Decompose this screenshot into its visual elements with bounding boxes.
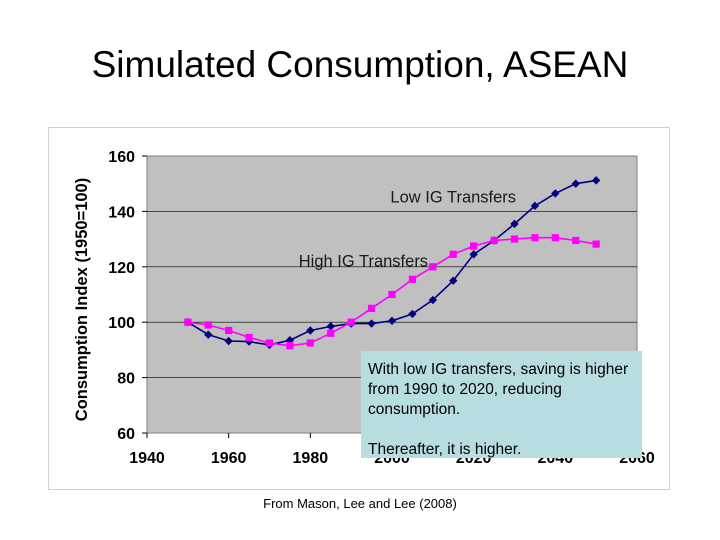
annotation-box: With low IG transfers, saving is higher … (361, 351, 642, 458)
series-1-point-2010 (428, 295, 438, 305)
series-2-point-1965 (245, 333, 253, 342)
series-2-point-2025 (490, 236, 498, 245)
series-2-point-1950 (184, 318, 192, 326)
series-2-point-2045 (572, 236, 580, 245)
series-1-point-2000 (387, 316, 397, 326)
series-1-point-1985 (326, 322, 335, 331)
y-tick-label-160: 160 (108, 149, 135, 166)
series-1-point-2050 (591, 176, 601, 185)
series-1-point-2030 (510, 219, 519, 229)
series-2-point-2020 (470, 242, 478, 250)
x-tick-label-1980: 1980 (293, 450, 329, 467)
series-2-point-2010 (429, 263, 437, 271)
y-tick-label-140: 140 (108, 204, 135, 221)
annotation-line-2: Thereafter, it is higher. (368, 441, 522, 458)
series-1-point-1980 (306, 326, 315, 335)
x-tick-label-1960: 1960 (211, 450, 247, 467)
series-2-point-2015 (449, 250, 457, 258)
annotation-line-1: With low IG transfers, saving is higher … (368, 361, 629, 418)
series-2-point-1980 (306, 339, 314, 347)
series-label-1: Low IG Transfers (390, 189, 516, 207)
series-2-point-1975 (286, 342, 294, 350)
y-tick-label-120: 120 (108, 260, 135, 277)
series-1-point-1960 (224, 336, 233, 346)
series-2-point-2035 (531, 234, 539, 242)
series-1-point-1995 (367, 319, 376, 328)
series-1-point-2020 (469, 250, 478, 259)
y-axis-label: Consumption Index (1950=100) (73, 178, 91, 421)
source-citation: From Mason, Lee and Lee (2008) (263, 496, 457, 511)
series-2-point-1970 (265, 339, 274, 347)
y-tick-label-100: 100 (108, 315, 135, 332)
slide-title: Simulated Consumption, ASEAN (91, 44, 629, 85)
series-2-point-1985 (327, 329, 335, 337)
series-1-point-2015 (449, 276, 458, 285)
series-2-point-2050 (592, 240, 600, 248)
series-1-point-2005 (408, 309, 417, 319)
y-tick-label-80: 80 (117, 371, 135, 388)
series-2-point-2000 (388, 290, 396, 299)
series-2-point-2030 (510, 235, 519, 243)
y-tick-label-60: 60 (117, 426, 135, 443)
series-1-point-2045 (571, 179, 580, 188)
series-2-point-1960 (225, 326, 233, 335)
series-2-point-2040 (551, 234, 559, 242)
series-2-point-2005 (408, 275, 417, 283)
series-2-point-1955 (204, 321, 212, 329)
series-2-point-1995 (367, 304, 376, 312)
series-1-point-1955 (204, 330, 213, 339)
series-2-point-1990 (347, 318, 355, 326)
x-tick-label-1940: 1940 (129, 450, 165, 467)
series-label-2: High IG Transfers (299, 252, 428, 270)
